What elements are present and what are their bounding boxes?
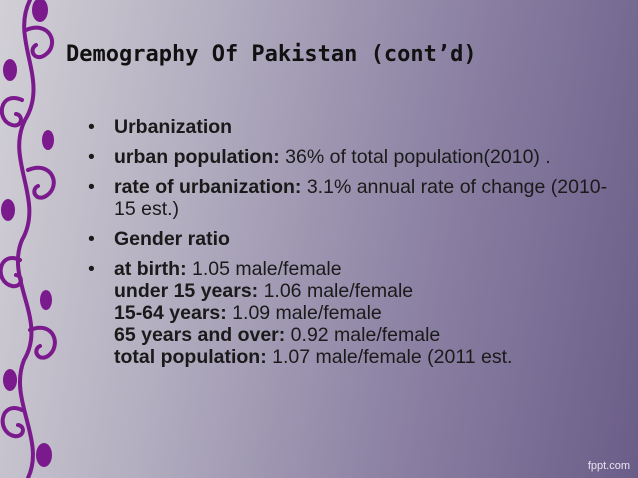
ratio-label: under 15 years: (114, 280, 259, 302)
sex-ratio-line: 65 years and over: 0.92 male/female (114, 324, 608, 346)
slide-title: Demography Of Pakistan (cont’d) (66, 42, 477, 67)
list-item: Gender ratio (88, 228, 608, 250)
list-item: urban population: 36% of total populatio… (88, 146, 608, 168)
ratio-label: 65 years and over: (114, 324, 286, 346)
ratio-value: 1.07 male/female (2011 est. (266, 346, 513, 368)
bullet-label: urban population: (114, 146, 280, 168)
ratio-label: total population: (114, 346, 267, 368)
list-item: at birth: 1.05 male/female under 15 year… (88, 258, 608, 368)
ratio-value: 1.09 male/female (226, 302, 382, 324)
bullet-text: 3.1% annual rate of change (2010-15 est.… (114, 176, 608, 220)
ratio-label: 15-64 years: (114, 302, 227, 324)
bullet-label: Gender ratio (114, 228, 230, 250)
ratio-value: 1.06 male/female (258, 280, 414, 302)
footer-credit: fppt.com (587, 460, 630, 472)
bullet-text: 36% of total population(2010) . (279, 146, 551, 168)
bullet-label: Urbanization (114, 116, 233, 138)
sex-ratio-line: total population: 1.07 male/female (2011… (114, 346, 608, 368)
sex-ratio-line: 15-64 years: 1.09 male/female (114, 302, 608, 324)
bullet-list: Urbanization urban population: 36% of to… (88, 116, 608, 376)
ratio-label: at birth: (114, 258, 187, 280)
bullet-label: rate of urbanization: (114, 176, 302, 198)
list-item: rate of urbanization: 3.1% annual rate o… (88, 176, 608, 220)
floral-ornament-icon (0, 0, 57, 478)
ratio-value: 0.92 male/female (285, 324, 441, 346)
ratio-value: 1.05 male/female (186, 258, 342, 280)
sex-ratio-line: at birth: 1.05 male/female (114, 258, 608, 280)
sex-ratio-line: under 15 years: 1.06 male/female (114, 280, 608, 302)
list-item: Urbanization (88, 116, 608, 138)
